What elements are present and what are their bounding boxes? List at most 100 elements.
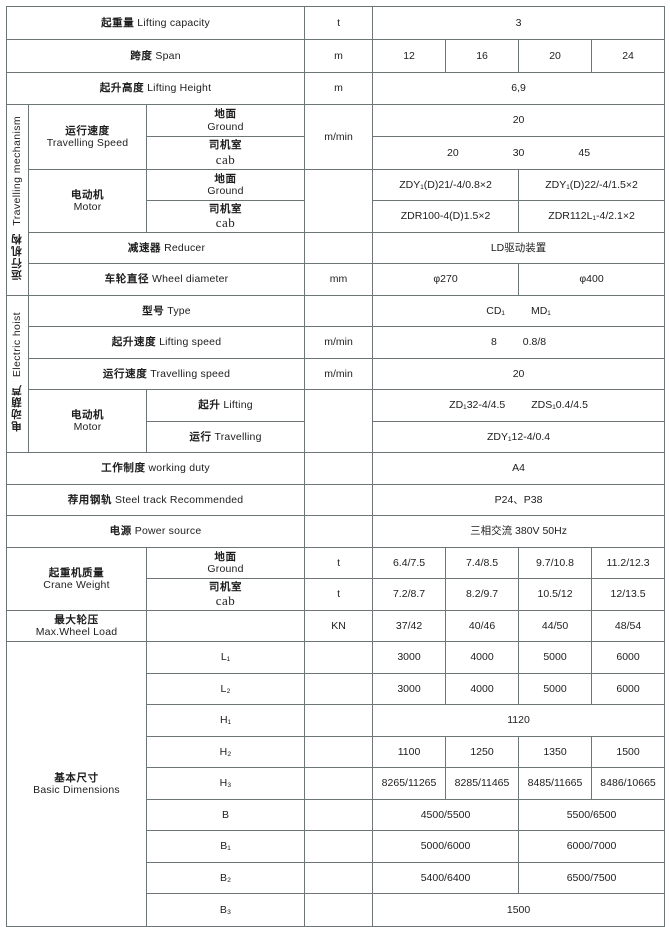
max-wheel-load-3: 44/50 xyxy=(518,610,593,642)
label-en: Max.Wheel Load xyxy=(35,626,118,638)
dimension-label-b: B xyxy=(145,799,306,831)
h3-value-3: 8485/11665 xyxy=(518,767,593,800)
table-row: 电动葫芦 Electric hoist 型号 Type CD₁ MD₁ xyxy=(6,295,666,453)
label-en: Motor xyxy=(73,421,102,433)
cab-speed-1: 20 xyxy=(447,146,459,159)
label-cn: 运行速度 xyxy=(102,367,148,380)
value-reducer: LD驱动装置 xyxy=(372,232,666,264)
sub-label-cab: 司机室 cab xyxy=(145,200,306,233)
label-cn: 运行 xyxy=(189,430,212,443)
value-motor-ground-right: ZDY₁(D)22/-4/1.5×2 xyxy=(518,169,666,201)
table-row: 减速器 Reducer LD驱动装置 xyxy=(7,232,666,264)
h2-value-1: 1100 xyxy=(372,736,447,768)
l1-value-4: 6000 xyxy=(591,641,666,674)
group-label-text: 电动葫芦 Electric hoist xyxy=(11,312,24,432)
group-label-cn: 基本尺寸 xyxy=(54,771,99,784)
l2-value-2: 4000 xyxy=(445,673,520,705)
crane-weight-ground-3: 9.7/10.8 xyxy=(518,547,593,579)
group-label-electric-hoist: 电动葫芦 Electric hoist xyxy=(6,295,29,453)
table-row: 起升速度 Lifting speed m/min 8 0.8/8 xyxy=(7,326,666,359)
row-label-motor: 电动机 Motor xyxy=(28,169,147,233)
hoist-lifting-speed-2: 0.8/8 xyxy=(522,336,547,349)
unit-cell xyxy=(304,799,374,831)
dimension-label-b3: B₃ xyxy=(145,893,306,927)
value-power-source: 三相交流 380V 50Hz xyxy=(372,515,666,548)
b3-value: 1500 xyxy=(372,893,666,927)
row-label-wheel-diameter: 车轮直径 Wheel diameter xyxy=(27,263,306,296)
crane-weight-cab-3: 10.5/12 xyxy=(518,578,593,611)
table-row: 司机室 cab 20 30 45 xyxy=(7,136,666,170)
label-cn: 起重机质量 xyxy=(48,566,105,579)
l1-value-3: 5000 xyxy=(518,641,593,674)
row-label-power-source: 电源 Power source xyxy=(5,515,306,548)
label-en: Motor xyxy=(73,201,102,213)
sub-label-blank xyxy=(145,610,306,642)
row-label-travelling-speed: 运行速度 Travelling Speed xyxy=(28,104,147,170)
sub-label-ground: 地面 Ground xyxy=(145,169,306,201)
row-label-type: 型号 Type xyxy=(27,295,306,327)
unit-cell: t xyxy=(304,547,374,579)
label-cn: 起升高度 xyxy=(99,82,145,95)
group-label-text: 运行机构 Travelling mechanism xyxy=(11,116,24,281)
unit-cell xyxy=(304,452,374,485)
crane-weight-cab-2: 8.2/9.7 xyxy=(445,578,520,611)
sub-label-cab: 司机室 cab xyxy=(145,578,306,611)
span-value-2: 16 xyxy=(445,39,520,73)
label-en: Power source xyxy=(134,525,202,538)
label-en: Ground xyxy=(207,120,244,133)
l2-value-1: 3000 xyxy=(372,673,447,705)
table-row: 最大轮压 Max.Wheel Load KN 37/42 40/46 44/50… xyxy=(6,610,666,642)
dimension-label-h2: H₂ xyxy=(145,736,306,768)
dimension-label-l2: L₂ xyxy=(145,673,306,705)
value-lifting-height: 6,9 xyxy=(372,72,666,105)
hoist-motor-lifting-1: ZD₁32-4/4.5 xyxy=(449,399,506,412)
row-label-hoist-motor: 电动机 Motor xyxy=(28,389,147,453)
table-row: 起重机质量 Crane Weight 地面 Ground t 6.4/7.5 7… xyxy=(6,547,666,611)
label-cn: 电动机 xyxy=(70,408,105,421)
label-cn: 起升 xyxy=(198,399,221,412)
span-value-3: 20 xyxy=(518,39,593,73)
label-en: Travelling speed xyxy=(150,367,231,380)
value-hoist-type: CD₁ MD₁ xyxy=(372,295,666,327)
unit-cell: t xyxy=(304,6,374,40)
sub-label-lifting: 起升 Lifting xyxy=(145,389,306,422)
value-hoist-travelling-speed: 20 xyxy=(372,358,666,390)
table-row: 工作制度 working duty A4 xyxy=(5,452,666,485)
max-wheel-load-4: 48/54 xyxy=(591,610,666,642)
row-label-lifting-height: 起升高度 Lifting Height xyxy=(5,72,306,105)
label-en: Travelling Speed xyxy=(46,137,129,149)
unit-cell: m xyxy=(304,39,374,73)
row-label-working-duty: 工作制度 working duty xyxy=(5,452,306,485)
label-en: cab xyxy=(215,151,236,167)
table-row: H₃ 8265/11265 8285/11465 8485/11665 8486… xyxy=(7,767,666,800)
row-label-span: 跨度 Span xyxy=(5,39,306,73)
h1-value: 1120 xyxy=(372,704,666,737)
unit-cell xyxy=(304,830,374,863)
label-en: Lifting speed xyxy=(159,336,222,349)
group-label-cn: 运行机构 xyxy=(10,232,23,281)
value-motor-cab-right: ZDR112L₁-4/2.1×2 xyxy=(518,200,666,233)
value-wheel-diameter-right: φ400 xyxy=(518,263,666,296)
label-cn: 司机室 xyxy=(208,139,243,152)
unit-cell: m/min xyxy=(304,104,374,170)
group-label-en: Electric hoist xyxy=(10,312,23,378)
label-en: Lifting xyxy=(223,399,253,412)
h3-value-2: 8285/11465 xyxy=(445,767,520,800)
l1-value-2: 4000 xyxy=(445,641,520,674)
unit-cell xyxy=(304,862,374,894)
group-label-en: Travelling mechanism xyxy=(10,116,23,226)
dimension-label-h1: H₁ xyxy=(145,704,306,737)
l2-value-4: 6000 xyxy=(591,673,666,705)
unit-cell xyxy=(304,295,374,327)
unit-cell: mm xyxy=(304,263,374,296)
table-row: 运行速度 Travelling speed m/min 20 xyxy=(7,358,666,390)
sub-label-ground: 地面 Ground xyxy=(145,547,306,579)
label-en: Wheel diameter xyxy=(152,273,229,286)
dimension-label-l1: L₁ xyxy=(145,641,306,674)
row-label-crane-weight: 起重机质量 Crane Weight xyxy=(6,547,147,611)
group-label-cn: 电动葫芦 xyxy=(10,384,23,433)
unit-cell xyxy=(304,389,374,453)
table-row: 起升高度 Lifting Height m 6,9 xyxy=(5,72,666,105)
unit-cell xyxy=(304,673,374,705)
label-en: cab xyxy=(215,593,236,609)
